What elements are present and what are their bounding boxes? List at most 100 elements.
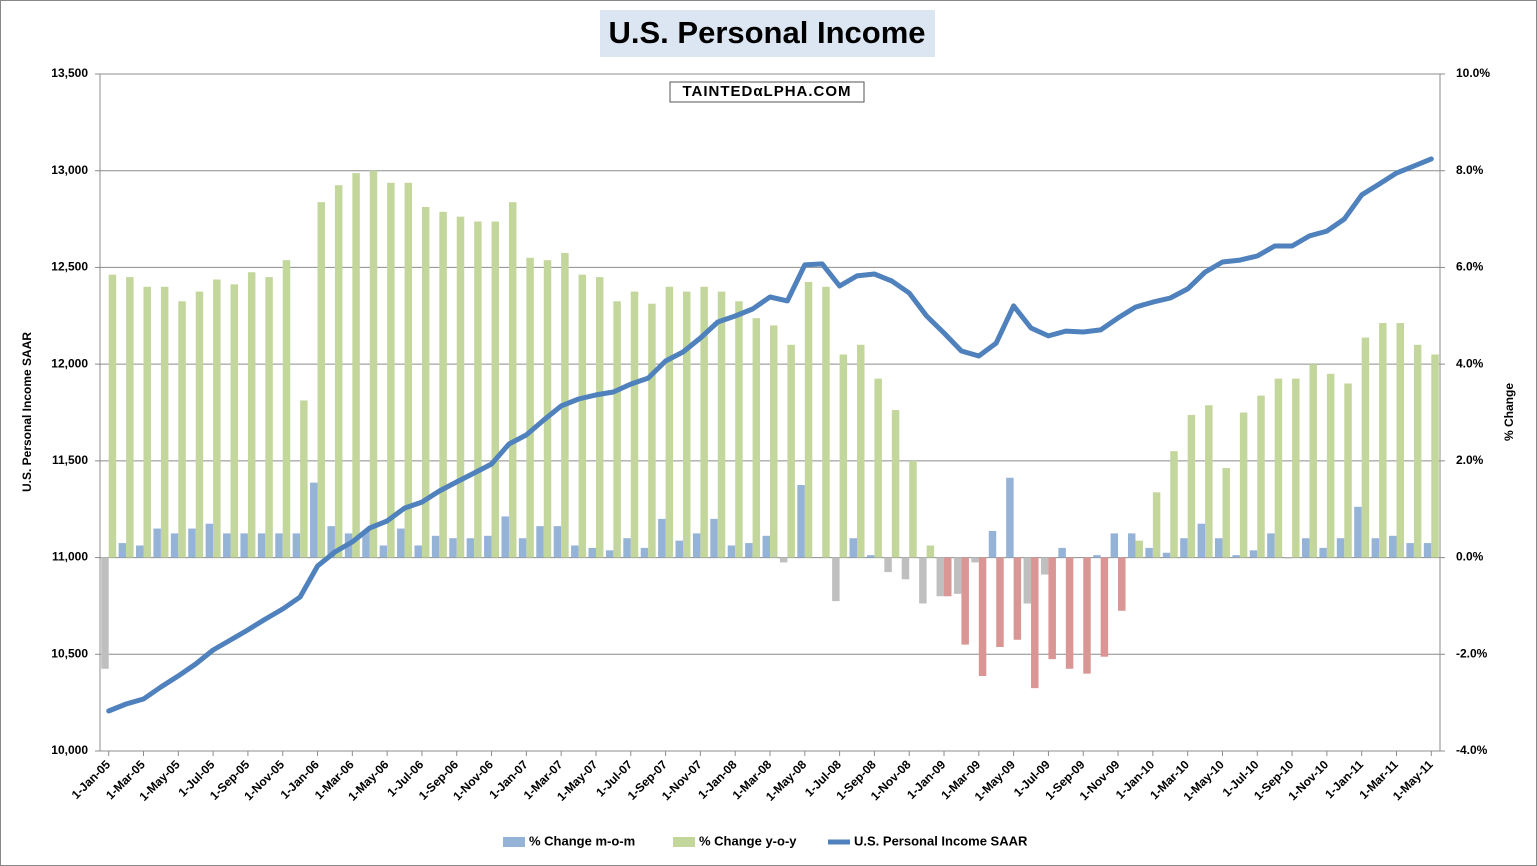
bar bbox=[518, 538, 527, 558]
bar bbox=[1180, 538, 1188, 558]
bar bbox=[275, 533, 283, 558]
bar bbox=[700, 286, 708, 558]
bar bbox=[1319, 547, 1327, 558]
bar bbox=[961, 557, 969, 645]
bar bbox=[1110, 533, 1119, 558]
bar bbox=[692, 533, 701, 558]
bar bbox=[936, 557, 945, 597]
bar bbox=[1031, 557, 1039, 689]
bar bbox=[484, 535, 492, 558]
bar bbox=[605, 550, 614, 558]
bar bbox=[414, 545, 422, 558]
bar bbox=[944, 557, 952, 597]
y2-tick-label: 8.0% bbox=[1456, 163, 1484, 177]
bar bbox=[317, 202, 326, 558]
bar bbox=[710, 518, 718, 558]
bar bbox=[379, 545, 388, 558]
bar bbox=[839, 354, 848, 558]
y-tick-label: 12,500 bbox=[51, 260, 88, 274]
y2-tick-label: -4.0% bbox=[1456, 743, 1488, 757]
bar bbox=[1257, 395, 1265, 558]
bar bbox=[387, 182, 395, 558]
bar bbox=[369, 170, 378, 558]
bar bbox=[1222, 468, 1230, 558]
bar bbox=[160, 286, 169, 558]
legend-label: % Change m-o-m bbox=[529, 833, 635, 848]
bar bbox=[404, 182, 413, 558]
bar bbox=[240, 533, 248, 558]
bar bbox=[613, 301, 621, 558]
y-tick-label: 10,000 bbox=[51, 743, 88, 757]
bar bbox=[508, 202, 517, 558]
bar bbox=[421, 206, 430, 558]
bar bbox=[118, 543, 127, 558]
bar bbox=[735, 301, 743, 558]
bar bbox=[745, 543, 753, 558]
bar bbox=[108, 274, 117, 558]
y2-tick-label: -2.0% bbox=[1456, 646, 1488, 660]
legend-label: % Change y-o-y bbox=[699, 833, 797, 848]
y-tick-label: 11,000 bbox=[52, 550, 88, 564]
bar bbox=[1423, 543, 1432, 558]
bar bbox=[1127, 533, 1136, 558]
bar bbox=[578, 274, 587, 558]
bar bbox=[501, 516, 509, 558]
y-tick-label: 13,000 bbox=[51, 163, 88, 177]
bar bbox=[1058, 547, 1066, 558]
y-tick-label: 10,500 bbox=[51, 646, 88, 660]
bar bbox=[595, 277, 604, 558]
bar bbox=[170, 533, 179, 558]
bar bbox=[849, 538, 858, 558]
bar bbox=[491, 221, 500, 558]
legend-swatch bbox=[673, 837, 695, 847]
bar bbox=[874, 378, 882, 558]
bar bbox=[953, 557, 962, 594]
bar bbox=[292, 533, 301, 558]
bar bbox=[1336, 538, 1345, 558]
bar bbox=[996, 557, 1004, 648]
bar bbox=[1309, 364, 1317, 558]
bar bbox=[1431, 354, 1439, 558]
bar bbox=[1284, 557, 1293, 559]
bar bbox=[1023, 557, 1032, 604]
bar bbox=[1344, 383, 1352, 558]
bar bbox=[909, 460, 917, 558]
bar bbox=[101, 557, 109, 669]
bar bbox=[126, 277, 134, 558]
bar bbox=[762, 535, 770, 558]
y-tick-label: 13,500 bbox=[51, 66, 88, 80]
bar bbox=[675, 540, 683, 558]
bar bbox=[1048, 557, 1056, 660]
bar bbox=[1135, 540, 1143, 558]
bar bbox=[978, 557, 987, 677]
chart-title: U.S. Personal Income bbox=[609, 15, 926, 50]
bar bbox=[195, 291, 204, 558]
bar bbox=[1214, 538, 1223, 558]
bar bbox=[1013, 557, 1022, 640]
bar bbox=[257, 533, 266, 558]
bar bbox=[971, 557, 979, 563]
bar bbox=[205, 523, 214, 558]
bar bbox=[362, 530, 370, 558]
bar bbox=[1354, 506, 1362, 558]
bar bbox=[188, 528, 196, 558]
bar bbox=[1145, 547, 1153, 558]
bar bbox=[891, 410, 900, 558]
bar bbox=[1406, 543, 1414, 558]
bar bbox=[1389, 535, 1397, 558]
bar bbox=[1413, 344, 1422, 558]
bar bbox=[1065, 557, 1074, 669]
bar bbox=[431, 535, 440, 558]
bar bbox=[822, 286, 830, 558]
bar bbox=[439, 211, 447, 558]
bar bbox=[588, 547, 596, 558]
bar bbox=[857, 344, 865, 558]
bar bbox=[884, 557, 892, 573]
y-axis-label: U.S. Personal Income SAAR bbox=[20, 332, 34, 492]
bar bbox=[282, 260, 291, 558]
y2-tick-label: 10.0% bbox=[1456, 66, 1490, 80]
bar bbox=[1326, 373, 1335, 558]
y2-axis-label: % Change bbox=[1502, 383, 1516, 441]
bar bbox=[553, 526, 562, 558]
